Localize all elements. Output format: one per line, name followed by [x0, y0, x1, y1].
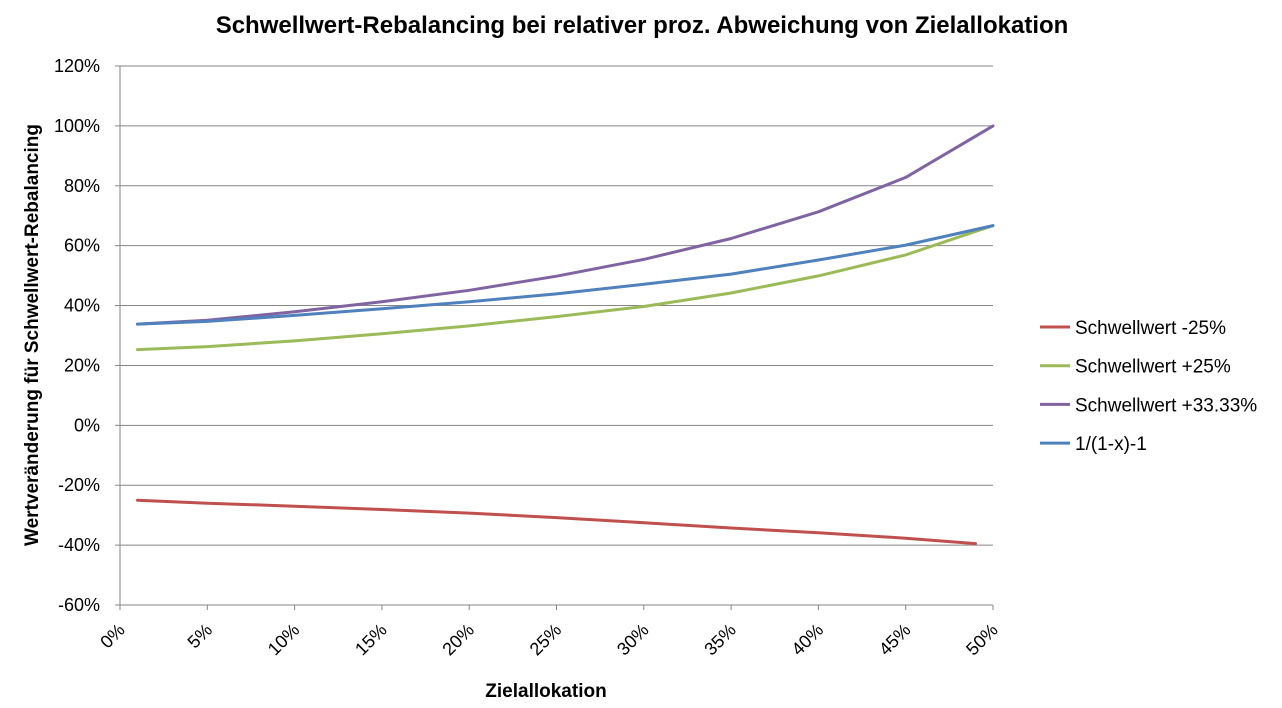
legend-item: Schwellwert +25% — [1040, 357, 1231, 378]
x-tick-label: 0% — [96, 620, 129, 653]
x-tick-label: 45% — [875, 620, 915, 660]
x-tick-label: 35% — [700, 620, 740, 660]
y-tick-label: 80% — [64, 176, 100, 196]
legend: Schwellwert -25% Schwellwert +25% Schwellw… — [1040, 318, 1257, 455]
x-tick-label: 5% — [184, 620, 217, 653]
y-axis-tick-labels: -60% -40% -20% 0% 20% 40% 60% 80% 100% 120% — [54, 56, 100, 615]
gridlines — [120, 65, 993, 606]
y-tick-label: 60% — [64, 236, 100, 256]
y-tick-label: -20% — [58, 475, 100, 495]
series-line-4 — [136, 224, 995, 326]
chart-title: Schwellwert-Rebalancing bei relativer pr… — [216, 12, 1069, 39]
legend-item: 1/(1-x)-1 — [1040, 434, 1147, 455]
y-tick-label: -40% — [58, 535, 100, 555]
x-tick-label: 30% — [613, 620, 653, 660]
x-tick-label: 20% — [438, 620, 478, 660]
legend-label: 1/(1-x)-1 — [1075, 434, 1147, 455]
series-line-2 — [136, 224, 995, 352]
y-tick-label: 120% — [54, 56, 100, 76]
x-tick-label: 50% — [962, 620, 1002, 660]
x-tick-label: 40% — [788, 620, 828, 660]
series-line-1 — [136, 498, 977, 546]
x-tick-label: 15% — [351, 620, 391, 660]
legend-label: Schwellwert -25% — [1075, 318, 1226, 339]
axes — [115, 65, 994, 610]
y-tick-label: -60% — [58, 595, 100, 615]
x-tick-label: 10% — [264, 620, 304, 660]
legend-label: Schwellwert +33.33% — [1075, 395, 1257, 416]
y-axis-title: Wertveränderung für Schwellwert-Rebalanc… — [22, 124, 43, 546]
x-tick-label: 25% — [526, 620, 566, 660]
x-axis-title: Zielallokation — [485, 681, 606, 702]
legend-item: Schwellwert +33.33% — [1040, 395, 1257, 416]
y-tick-label: 40% — [64, 296, 100, 316]
x-axis-tick-labels: 0% 5% 10% 15% 20% 25% 30% 35% 40% 45% 50% — [96, 620, 1002, 660]
legend-label: Schwellwert +25% — [1075, 357, 1231, 378]
series-lines — [136, 124, 995, 546]
legend-item: Schwellwert -25% — [1040, 318, 1226, 339]
y-tick-label: 20% — [64, 355, 100, 375]
y-tick-label: 0% — [74, 415, 100, 435]
series-line-3 — [136, 124, 995, 326]
y-tick-label: 100% — [54, 116, 100, 136]
